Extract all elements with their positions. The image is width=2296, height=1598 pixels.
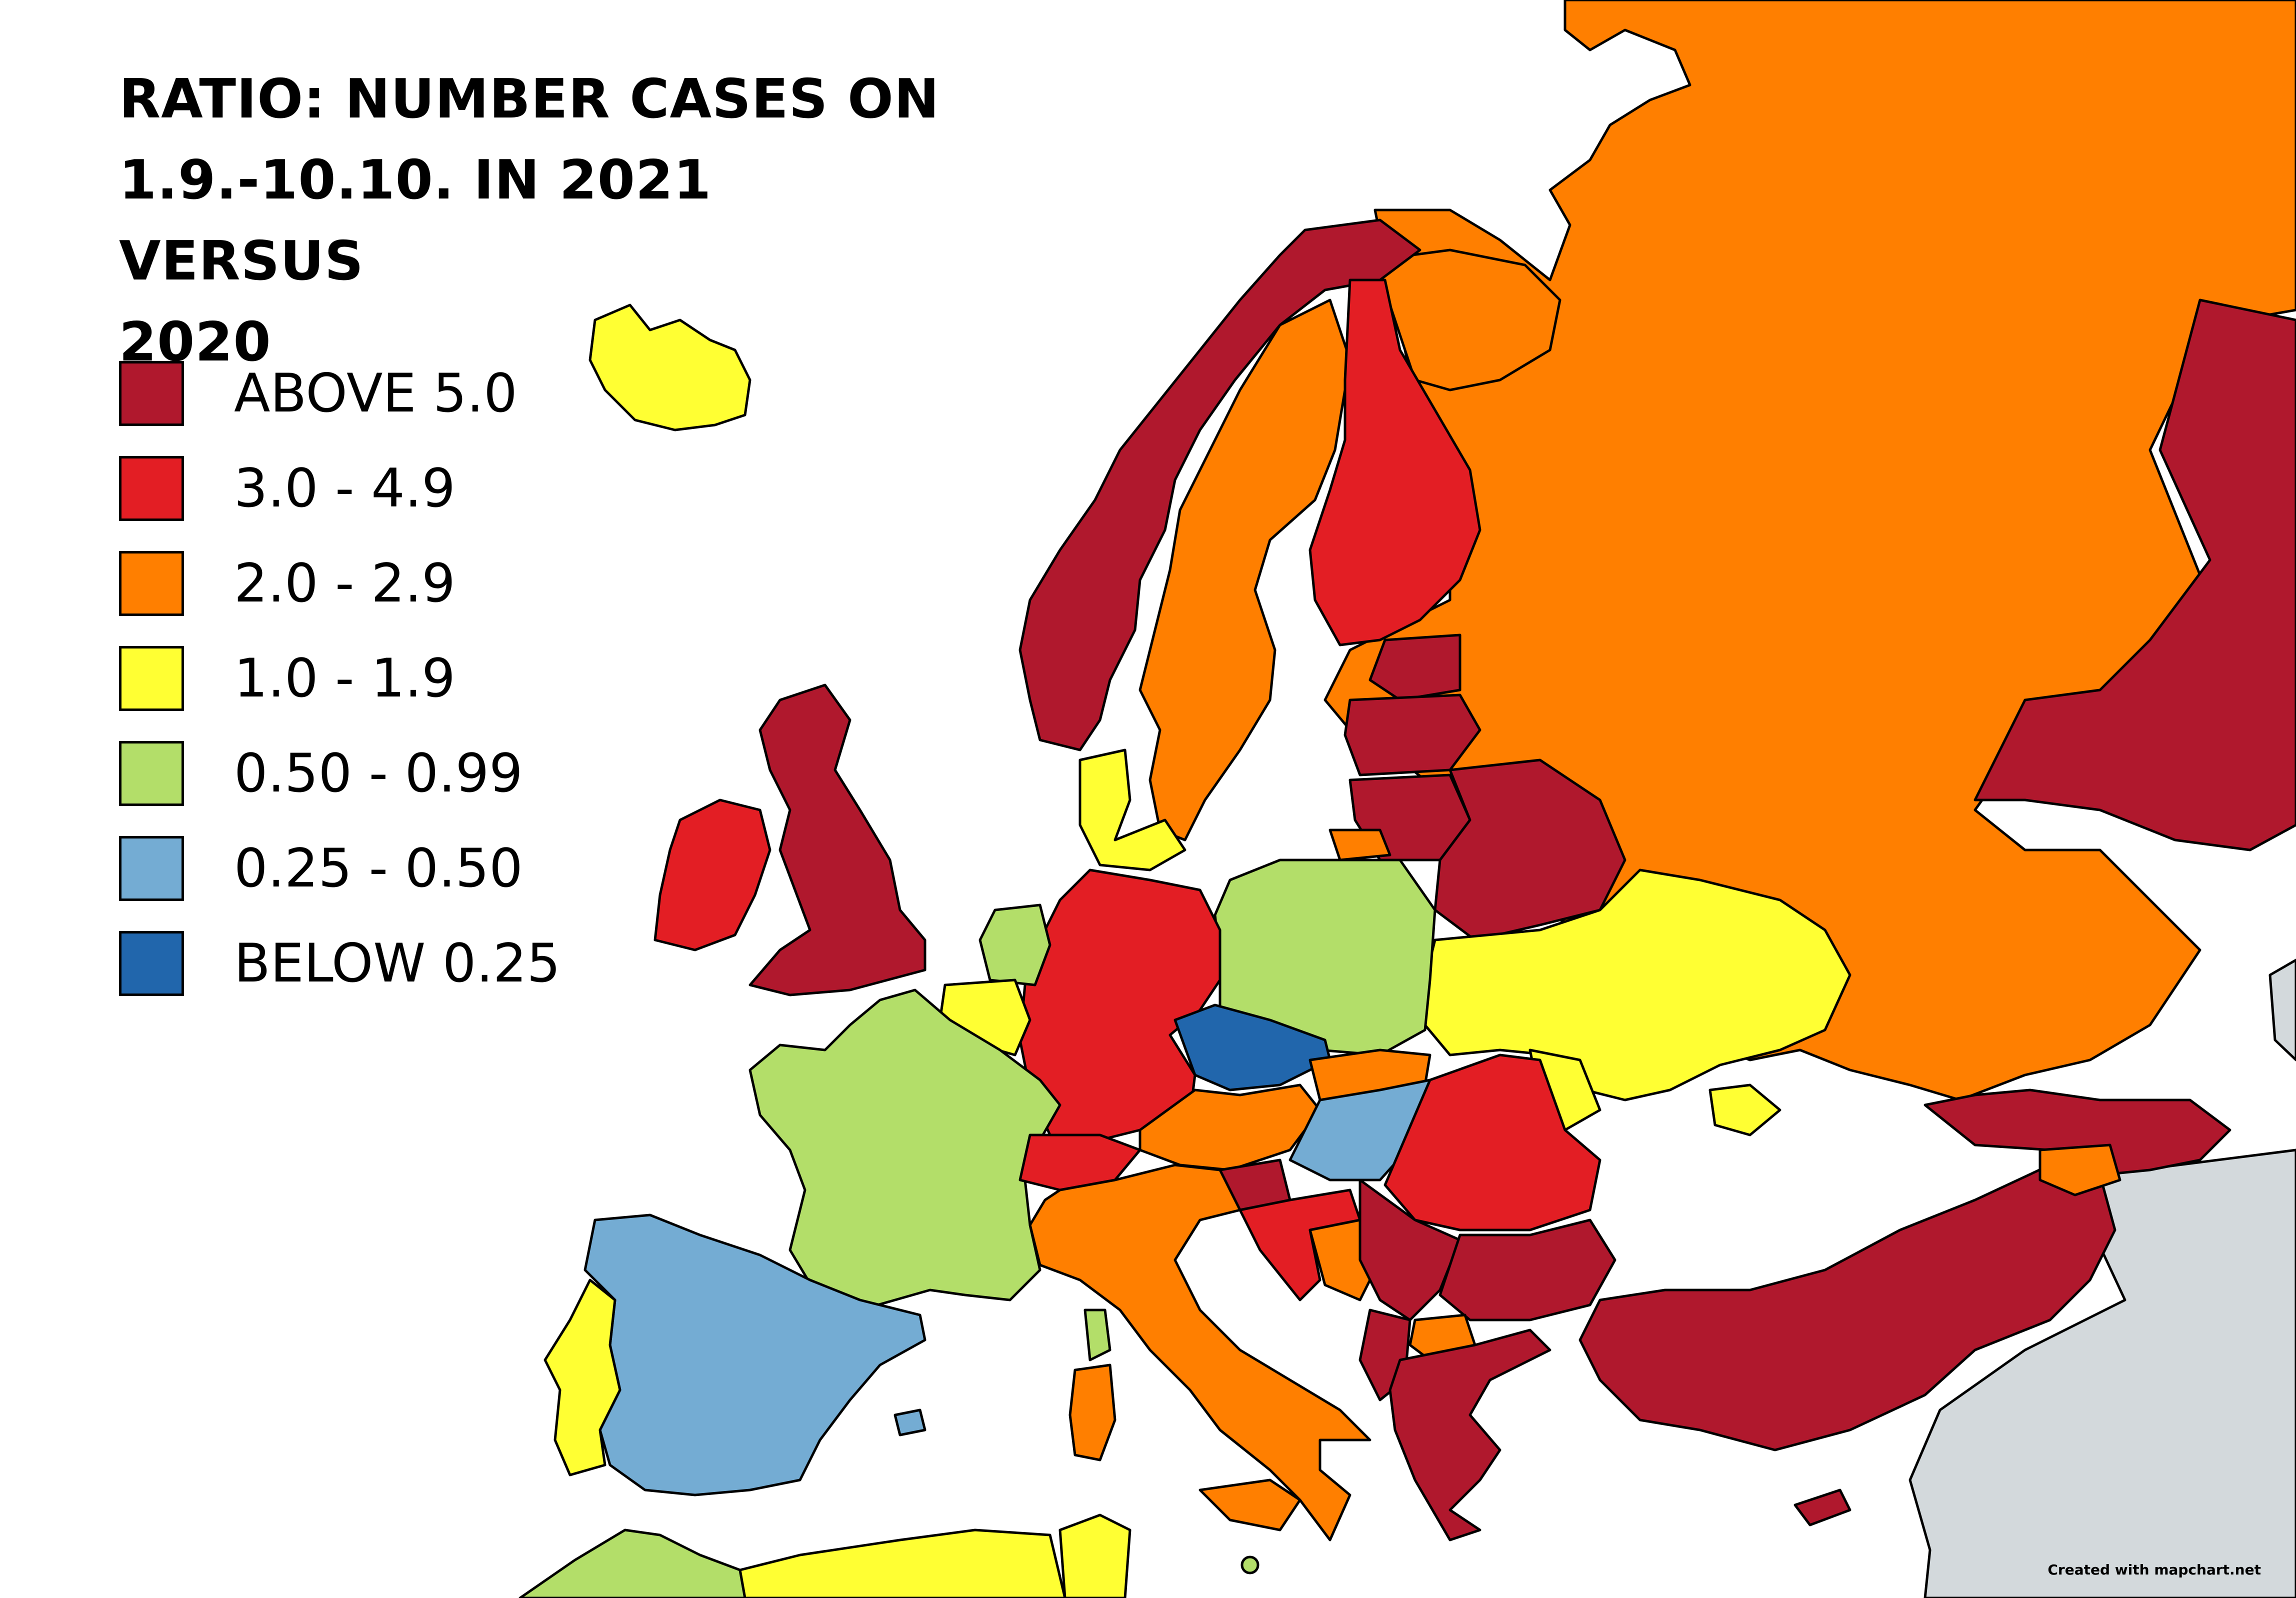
map-region-norway: [1018, 218, 1422, 752]
legend-label: 0.50 - 0.99: [234, 742, 523, 804]
map-region-tunisia: [1058, 1514, 1132, 1598]
credit-text: Created with mapchart.net: [2048, 1562, 2261, 1578]
legend-swatch: [119, 361, 184, 426]
map-region-sardinia: [1068, 1364, 1116, 1462]
map-region-iceland: [588, 304, 752, 432]
map-region-united-kingdom: [748, 684, 926, 996]
map-region-finland: [1308, 278, 1482, 646]
title-line: 1.9.-10.10. IN 2021 VERSUS: [119, 149, 712, 292]
map-region-kazakhstan: [1974, 298, 2296, 852]
map-region-algeria: [738, 1528, 1066, 1598]
map-region-belarus: [1434, 758, 1626, 942]
legend-label: ABOVE 5.0: [234, 362, 518, 424]
map-region-estonia: [1368, 634, 1462, 702]
legend-label: 3.0 - 4.9: [234, 458, 456, 519]
legend-swatch: [119, 551, 184, 616]
legend-swatch: [119, 931, 184, 996]
map-region-turkey: [1578, 1164, 2116, 1452]
legend-label: 1.0 - 1.9: [234, 648, 456, 709]
map-region-romania: [1384, 1054, 1602, 1232]
legend-swatch: [119, 646, 184, 711]
map-region-ireland: [654, 798, 772, 952]
legend-label: 0.25 - 0.50: [234, 838, 523, 899]
map-region-corsica: [1084, 1308, 1112, 1362]
map-title: RATIO: NUMBER CASES ON 1.9.-10.10. IN 20…: [119, 59, 969, 383]
map-region-morocco: [518, 1528, 746, 1598]
legend-label: BELOW 0.25: [234, 932, 560, 994]
map-region-kaliningrad: [1328, 828, 1392, 862]
map-region-netherlands: [978, 904, 1052, 986]
map-region-no-data: [2268, 958, 2296, 1062]
map-region-denmark: [1078, 748, 1186, 872]
legend-swatch: [119, 456, 184, 521]
map-region-serbia: [1358, 1178, 1462, 1322]
map-region-georgia: [1924, 1088, 2232, 1176]
map-region-france: [748, 988, 1062, 1312]
map-region-armenia: [2038, 1144, 2122, 1196]
map-region-crimea: [1708, 1084, 1782, 1136]
map-region-balearic-islands: [894, 1408, 926, 1436]
map-region-sicily: [1198, 1478, 1302, 1532]
map-region-malta: [1240, 1556, 1260, 1574]
map-region-russia: [1374, 248, 1562, 392]
map-region-italy: [1028, 1164, 1372, 1542]
legend-swatch: [119, 836, 184, 901]
map-region-sweden: [1138, 298, 1352, 842]
legend-swatch: [119, 741, 184, 806]
map-region-greece: [1388, 1328, 1552, 1542]
map-region-bulgaria: [1438, 1218, 1616, 1322]
map-region-cyprus: [1794, 1488, 1852, 1526]
title-line: RATIO: NUMBER CASES ON: [119, 68, 940, 130]
map-region-portugal: [544, 1278, 622, 1476]
map-region-no-data: [1908, 1148, 2296, 1598]
legend-label: 2.0 - 2.9: [234, 552, 456, 614]
map-region-ukraine: [1424, 868, 1852, 1102]
